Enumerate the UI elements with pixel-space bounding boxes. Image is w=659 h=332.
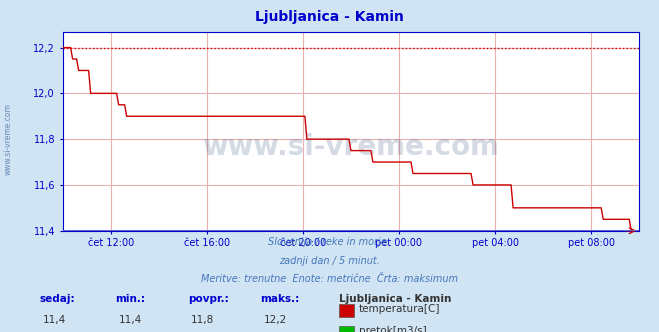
- Text: 11,4: 11,4: [43, 315, 66, 325]
- Text: sedaj:: sedaj:: [40, 294, 75, 304]
- Text: min.:: min.:: [115, 294, 146, 304]
- Text: Slovenija / reke in morje.: Slovenija / reke in morje.: [268, 237, 391, 247]
- Text: www.si-vreme.com: www.si-vreme.com: [3, 104, 13, 175]
- Text: 11,4: 11,4: [119, 315, 142, 325]
- Text: Ljubljanica - Kamin: Ljubljanica - Kamin: [255, 10, 404, 24]
- Text: 11,8: 11,8: [191, 315, 214, 325]
- Text: povpr.:: povpr.:: [188, 294, 229, 304]
- Text: Meritve: trenutne  Enote: metrične  Črta: maksimum: Meritve: trenutne Enote: metrične Črta: …: [201, 274, 458, 284]
- Text: temperatura[C]: temperatura[C]: [359, 304, 441, 314]
- Text: www.si-vreme.com: www.si-vreme.com: [202, 133, 500, 161]
- Text: 12,2: 12,2: [264, 315, 287, 325]
- Text: maks.:: maks.:: [260, 294, 300, 304]
- Text: zadnji dan / 5 minut.: zadnji dan / 5 minut.: [279, 256, 380, 266]
- Text: Ljubljanica - Kamin: Ljubljanica - Kamin: [339, 294, 452, 304]
- Text: pretok[m3/s]: pretok[m3/s]: [359, 326, 427, 332]
